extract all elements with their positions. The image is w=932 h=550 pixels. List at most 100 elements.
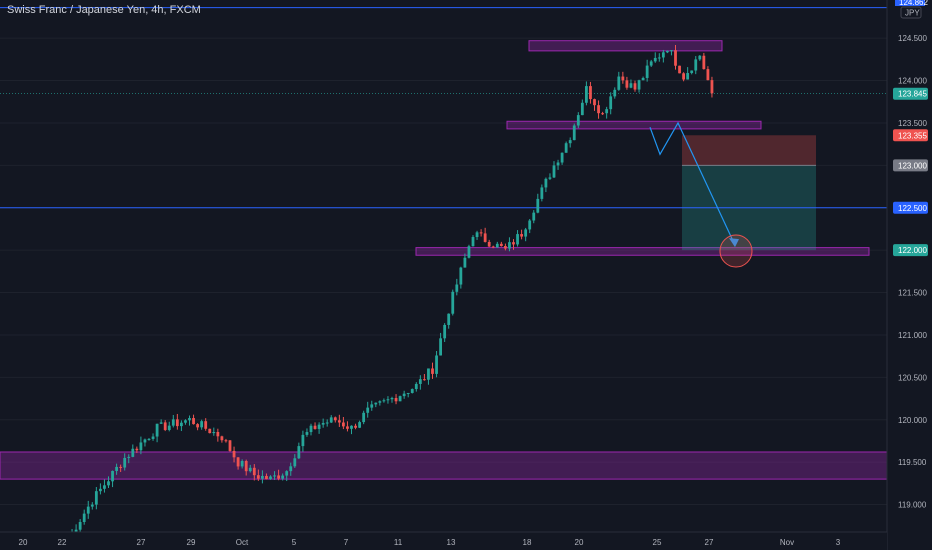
candle-body <box>593 99 596 106</box>
candle-body <box>252 467 256 476</box>
candle-body <box>188 418 191 421</box>
candle-body <box>147 438 151 440</box>
candle-body <box>580 102 584 116</box>
candle-body <box>564 143 568 153</box>
candle-body <box>273 475 276 477</box>
candle-body <box>637 80 641 90</box>
candle-body <box>427 368 430 380</box>
candle-body <box>74 529 78 532</box>
candle-body <box>135 448 139 451</box>
candle-body <box>455 284 459 292</box>
candle-body <box>374 402 378 405</box>
candle-body <box>702 55 706 70</box>
currency-badge[interactable] <box>900 6 922 19</box>
candle-body <box>192 418 195 425</box>
candle-body <box>333 417 337 421</box>
candle-body <box>568 140 572 144</box>
candle-body <box>204 421 208 429</box>
candle-body <box>265 475 268 480</box>
candle-body <box>414 383 418 390</box>
price-tick-label: 119.000 <box>898 501 927 510</box>
candles-layer <box>66 45 714 546</box>
candle-body <box>402 393 406 397</box>
grid-layer <box>0 37 887 506</box>
candle-body <box>82 513 86 523</box>
candle-body <box>337 420 341 423</box>
candle-body <box>690 70 694 74</box>
candle-body <box>698 55 702 60</box>
candle-body <box>585 86 588 103</box>
price-tick-label: 119.500 <box>898 458 927 467</box>
position-layer <box>682 135 816 251</box>
price-tag-label: 122.500 <box>898 204 927 213</box>
candle-body <box>346 426 349 429</box>
candle-body <box>362 412 366 423</box>
price-tag-label: 123.845 <box>898 90 927 99</box>
time-tick-label: 7 <box>344 538 349 547</box>
candle-body <box>682 73 685 80</box>
candle-body <box>151 436 155 439</box>
candle-body <box>99 488 102 492</box>
candle-body <box>524 229 528 237</box>
candle-body <box>423 379 426 381</box>
time-axis[interactable]: 20 22 27 29 Oct 5 7 11 13 18 20 25 27 Nov 3 <box>0 531 887 550</box>
candle-body <box>313 425 317 429</box>
candle-body <box>410 389 414 393</box>
price-tick-label: 121.500 <box>898 289 927 298</box>
candle-body <box>572 125 576 141</box>
candle-body <box>431 368 434 374</box>
candle-body <box>354 425 357 428</box>
candle-body <box>479 232 483 234</box>
price-tick-label: 120.000 <box>898 416 927 425</box>
candle-body <box>398 396 402 402</box>
time-tick-label: Oct <box>236 538 249 547</box>
price-axis[interactable]: 124.500 124.000 123.500 123.000 122.500 122.0… <box>886 0 932 550</box>
price-tag-entry <box>893 159 928 172</box>
candle-body <box>277 475 280 479</box>
candle-body <box>111 470 114 482</box>
candle-body <box>325 422 329 424</box>
candle-body <box>548 177 552 179</box>
top-line-tag-label: 124.862 <box>899 0 928 7</box>
candle-body <box>382 400 386 402</box>
candle-body <box>694 59 698 71</box>
candle-body <box>216 432 220 437</box>
candle-body <box>90 504 94 507</box>
time-tick-label: 13 <box>447 538 456 547</box>
candle-body <box>641 77 645 81</box>
candle-body <box>491 246 495 248</box>
candle-body <box>285 471 289 476</box>
candle-body <box>256 475 260 479</box>
candle-body <box>601 113 604 115</box>
candle-body <box>86 506 90 514</box>
candle-body <box>576 115 580 126</box>
candle-body <box>236 457 240 467</box>
candle-body <box>670 50 673 52</box>
candle-body <box>78 522 82 530</box>
candle-body <box>350 425 353 429</box>
candle-body <box>661 52 665 58</box>
time-tick-label: Nov <box>780 538 794 547</box>
candle-body <box>208 428 212 434</box>
candle-body <box>617 76 621 90</box>
price-tag-stop-loss <box>893 129 928 142</box>
candle-body <box>645 65 649 78</box>
time-tick-label: 22 <box>58 538 67 547</box>
candle-body <box>629 83 633 88</box>
candle-body <box>301 434 305 447</box>
candle-body <box>240 461 244 467</box>
candle-body <box>305 432 309 435</box>
drawings-layer <box>649 121 753 268</box>
candle-body <box>459 267 463 285</box>
candle-body <box>200 421 204 428</box>
price-tag-label: 123.355 <box>898 131 927 140</box>
candle-body <box>184 420 187 423</box>
candle-body <box>443 324 447 339</box>
candle-body <box>418 379 422 384</box>
candle-body <box>342 422 345 427</box>
price-tick-label: 121.000 <box>898 331 927 340</box>
time-tick-label: 5 <box>292 538 297 547</box>
candle-body <box>649 61 653 66</box>
